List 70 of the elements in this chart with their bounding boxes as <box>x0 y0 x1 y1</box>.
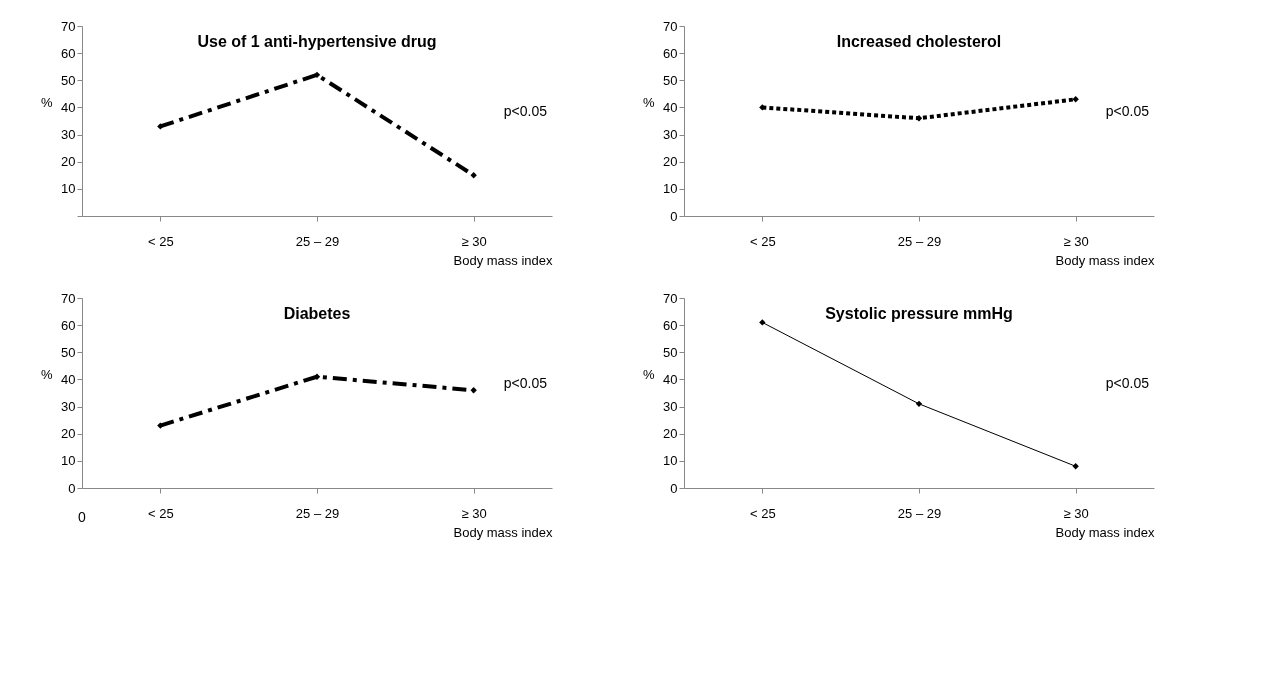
y-tick-label: 40 <box>663 371 678 387</box>
point <box>157 123 164 130</box>
y-tick-label: 10 <box>61 181 76 197</box>
chart-title: Systolic pressure mmHg <box>825 305 1013 322</box>
y-axis-title: % <box>642 366 655 382</box>
y-tick-label: 70 <box>663 18 678 34</box>
y-axis-title: % <box>642 94 655 110</box>
point <box>470 172 477 179</box>
y-tick-label: 40 <box>61 99 76 115</box>
y-tick-label: 30 <box>61 399 76 415</box>
x-axis-title: Body mass index <box>1055 524 1155 540</box>
y-tick-label: 20 <box>61 154 76 170</box>
annotation: p<0.05 <box>1105 102 1150 119</box>
x-tick-label: ≥ 30 <box>461 505 487 521</box>
point <box>313 71 321 79</box>
y-tick-label: 70 <box>61 18 76 34</box>
x-tick-label: < 25 <box>750 233 776 249</box>
y-axis-title: % <box>40 366 53 382</box>
x-tick-label: 25 – 29 <box>897 505 942 521</box>
annotation: p<0.05 <box>1105 374 1150 391</box>
x-axis-title: Body mass index <box>453 524 553 540</box>
chart-title: Increased cholesterol <box>836 33 1002 50</box>
y-tick-label: 40 <box>61 371 76 387</box>
y-tick-label: 60 <box>663 45 678 61</box>
point <box>1072 96 1079 103</box>
chart-title: Diabetes <box>283 305 351 322</box>
y-tick-label: 30 <box>663 399 678 415</box>
y-tick-label: 60 <box>61 317 76 333</box>
point <box>1072 463 1079 470</box>
y-tick-label: 0 <box>670 480 678 496</box>
x-axis-title: Body mass index <box>453 252 553 268</box>
y-tick-label: 10 <box>61 453 76 469</box>
y-tick-label: 60 <box>61 45 76 61</box>
x-tick-label: < 25 <box>750 505 776 521</box>
point <box>759 319 766 326</box>
x-tick-label: < 25 <box>148 505 174 521</box>
x-tick-label: ≥ 30 <box>1063 233 1089 249</box>
annotation: p<0.05 <box>503 102 548 119</box>
y-tick-label: 30 <box>61 127 76 143</box>
point <box>313 373 321 380</box>
y-tick-label: 50 <box>61 344 76 360</box>
y-tick-label: 0 <box>68 480 76 496</box>
y-tick-label: 50 <box>663 72 678 88</box>
y-tick-label: 20 <box>663 154 678 170</box>
x-tick-label: 25 – 29 <box>295 505 340 521</box>
y-tick-label: 40 <box>663 99 678 115</box>
x-tick-label: 25 – 29 <box>295 233 340 249</box>
y-tick-label: 10 <box>663 181 678 197</box>
y-tick-label: 0 <box>670 208 678 224</box>
y-axis-title: % <box>40 94 53 110</box>
point <box>470 387 477 394</box>
y-tick-label: 20 <box>663 426 678 442</box>
x-tick-label: ≥ 30 <box>1063 505 1089 521</box>
text: 0 <box>78 509 87 525</box>
x-axis-title: Body mass index <box>1055 252 1155 268</box>
y-tick-label: 30 <box>663 127 678 143</box>
point <box>915 115 923 122</box>
y-tick-label: 60 <box>663 317 678 333</box>
y-tick-label: 50 <box>61 72 76 88</box>
point <box>915 400 923 408</box>
annotation: p<0.05 <box>503 374 548 391</box>
x-tick-label: < 25 <box>148 233 174 249</box>
x-tick-label: ≥ 30 <box>461 233 487 249</box>
y-tick-label: 70 <box>61 290 76 306</box>
y-tick-label: 20 <box>61 426 76 442</box>
y-tick-label: 50 <box>663 344 678 360</box>
x-tick-label: 25 – 29 <box>897 233 942 249</box>
y-tick-label: 10 <box>663 453 678 469</box>
chart-title: Use of 1 anti-hypertensive drug <box>197 33 437 50</box>
y-tick-label: 70 <box>663 290 678 306</box>
